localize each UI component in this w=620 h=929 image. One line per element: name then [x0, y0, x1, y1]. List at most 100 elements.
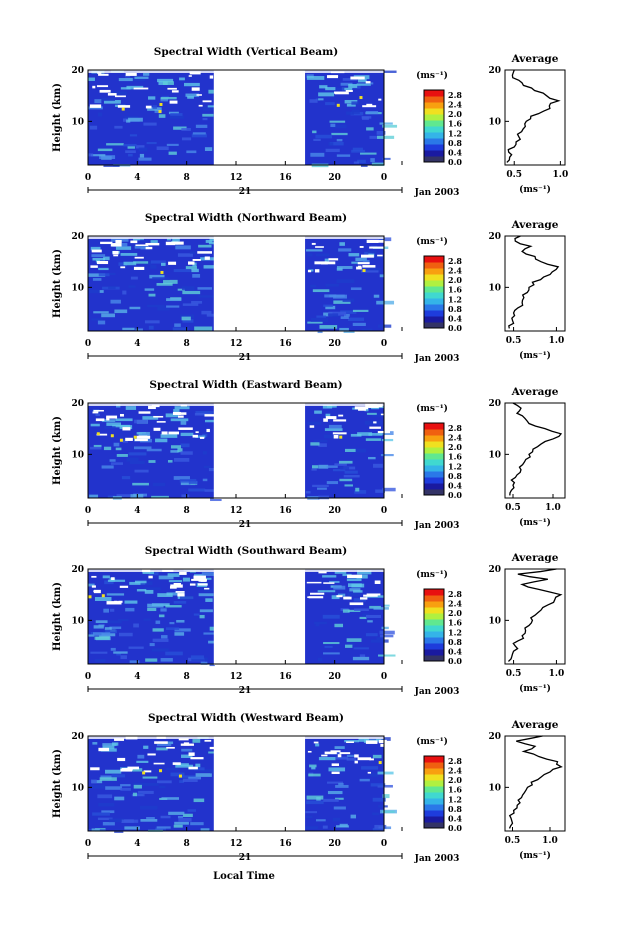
heatmap-cell [347, 583, 362, 588]
heatmap-cell [156, 780, 172, 784]
heatmap-cell [168, 580, 183, 583]
heatmap-missing [192, 434, 198, 438]
colorbar-swatch [424, 286, 444, 293]
heatmap-cell [340, 310, 357, 314]
heatmap-cell [144, 288, 155, 291]
heatmap-cell [371, 162, 385, 167]
heatmap-cell [328, 767, 346, 772]
x-tick-label: 0 [85, 839, 91, 849]
heatmap-cell [169, 115, 184, 119]
heatmap-cell [151, 648, 169, 652]
heatmap-cell [150, 260, 166, 264]
heatmap-missing [369, 426, 381, 429]
heatmap-cell [209, 662, 215, 667]
heatmap-cell [195, 773, 212, 777]
heatmap-cell [137, 754, 145, 759]
heatmap-cell [99, 155, 116, 159]
heatmap-cell [127, 145, 135, 149]
heatmap-cell [353, 161, 359, 164]
heatmap-cell [188, 776, 202, 780]
heatmap-cell [162, 81, 174, 85]
colorbar-swatch [424, 816, 444, 823]
heatmap-missing [113, 254, 119, 257]
heatmap-cell [305, 811, 318, 814]
heatmap-cell [125, 607, 135, 612]
heatmap-cell [178, 775, 196, 778]
heatmap-cell [105, 769, 122, 774]
heatmap-cell [313, 439, 328, 443]
heatmap-cell [347, 592, 361, 597]
heatmap-cell [157, 593, 173, 597]
heatmap-cell [341, 87, 353, 91]
heatmap-cell [109, 608, 115, 612]
heatmap-cell [92, 742, 98, 745]
heatmap-cell [181, 137, 192, 141]
colorbar-swatch [424, 637, 444, 644]
heatmap-cell [190, 822, 204, 826]
heatmap-cell [128, 285, 136, 288]
heatmap-cell [334, 571, 347, 574]
heatmap-cell [378, 654, 396, 657]
heatmap-cell [307, 421, 322, 425]
heatmap-cell [311, 468, 317, 471]
heatmap-cell [160, 658, 173, 662]
heatmap-cell [313, 138, 321, 141]
heatmap-cell [182, 778, 198, 782]
x-tick-label: 8 [184, 506, 190, 516]
heatmap-missing [197, 583, 208, 586]
heatmap-cell [322, 404, 333, 409]
heatmap-cell [202, 118, 208, 121]
colorbar-swatch [424, 756, 444, 763]
heatmap-missing [171, 90, 179, 93]
heatmap-missing [359, 597, 368, 600]
heatmap-cell [195, 411, 214, 415]
heatmap-missing [331, 763, 340, 766]
heatmap-cell [331, 595, 340, 600]
y-axis-title: Height (km) [52, 749, 63, 818]
heatmap-cell [346, 638, 362, 642]
day-label: 21 [239, 853, 252, 863]
heatmap-missing [190, 757, 204, 760]
heatmap-cell [373, 607, 389, 610]
heatmap-cell [356, 574, 368, 579]
heatmap-cell [145, 658, 158, 662]
heatmap-cell [95, 620, 108, 624]
heatmap-missing [133, 266, 145, 270]
heatmap-cell [315, 743, 320, 747]
heatmap-cell [120, 253, 138, 256]
heatmap-missing [145, 105, 152, 109]
heatmap-cell [186, 150, 197, 154]
heatmap-cell [362, 268, 366, 272]
heatmap-missing [307, 596, 322, 598]
heatmap-cell [323, 312, 333, 317]
heatmap-cell [359, 778, 370, 782]
heatmap-cell [123, 261, 137, 266]
heatmap-cell [128, 646, 144, 649]
heatmap-cell [113, 442, 120, 447]
heatmap-cell [365, 268, 382, 272]
colorbar-swatch [424, 655, 444, 662]
heatmap-cell [173, 457, 190, 462]
heatmap-missing [91, 249, 102, 253]
heatmap-cell [182, 577, 190, 582]
heatmap-cell [305, 491, 311, 494]
heatmap-cell [134, 419, 148, 424]
heatmap-cell [378, 805, 388, 808]
heatmap-missing [323, 582, 335, 584]
heatmap-cell [361, 328, 373, 331]
heatmap-cell [147, 304, 165, 308]
heatmap-cell [149, 274, 165, 279]
heatmap-missing [114, 738, 125, 741]
beam-panel-1: Spectral Width (Vertical Beam) 20 10 Height… [52, 46, 568, 198]
heatmap-cell [210, 497, 222, 502]
heatmap-cell [199, 614, 205, 619]
heatmap-missing [147, 753, 156, 756]
heatmap-missing [362, 105, 377, 108]
heatmap-cell [352, 656, 370, 661]
heatmap-cell [338, 248, 352, 252]
heatmap-cell [139, 153, 145, 158]
heatmap-cell [180, 421, 187, 425]
heatmap-cell [165, 627, 180, 631]
heatmap-missing [354, 754, 359, 758]
heatmap-cell [94, 597, 112, 602]
